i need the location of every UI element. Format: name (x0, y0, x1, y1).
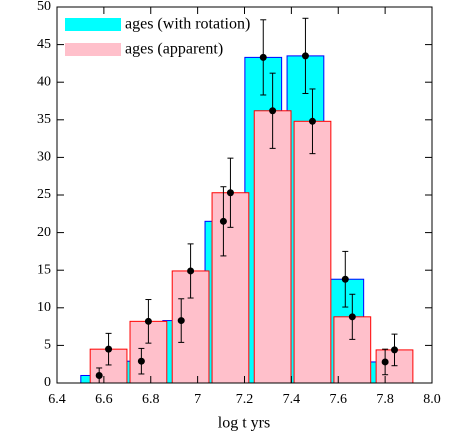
legend-label: ages (apparent) (125, 41, 223, 58)
bar (253, 110, 292, 384)
y-tick-label: 0 (44, 375, 51, 390)
legend-swatch (65, 43, 121, 56)
x-tick-label: 8.0 (423, 392, 441, 407)
y-tick-label: 50 (37, 0, 51, 14)
data-point (226, 189, 234, 197)
x-tick-label: 7.2 (236, 392, 254, 407)
data-point (144, 317, 152, 325)
y-tick-label: 35 (37, 112, 51, 127)
y-tick-label: 15 (37, 262, 51, 277)
x-tick-label: 7.4 (283, 392, 301, 407)
data-point (269, 107, 277, 115)
y-tick-label: 10 (37, 300, 51, 315)
legend-label: ages (with rotation) (125, 16, 250, 33)
x-tick-label: 7.6 (330, 392, 348, 407)
y-tick-label: 20 (37, 225, 51, 240)
data-point (187, 267, 195, 275)
y-tick-label: 40 (37, 74, 51, 89)
x-axis-label: log t yrs (218, 415, 270, 432)
legend-swatch (65, 18, 121, 31)
data-point (308, 117, 316, 125)
x-tick-label: 6.6 (95, 392, 113, 407)
data-point (219, 217, 227, 225)
data-point (137, 357, 145, 365)
x-tick-label: 7 (194, 392, 201, 407)
data-point (341, 275, 349, 283)
x-tick-label: 7.8 (376, 392, 394, 407)
data-point (391, 346, 398, 354)
y-tick-label: 30 (37, 150, 51, 165)
data-point (177, 317, 185, 325)
bar (293, 120, 332, 384)
x-tick-label: 6.4 (48, 392, 66, 407)
data-point (259, 53, 267, 61)
y-tick-label: 5 (44, 338, 51, 353)
x-tick-label: 6.8 (142, 392, 160, 407)
y-tick-label: 45 (37, 37, 51, 52)
y-tick-label: 25 (37, 187, 51, 202)
data-point (105, 345, 113, 353)
data-point (348, 313, 356, 321)
data-point (95, 371, 103, 379)
data-point (381, 358, 389, 366)
data-point (301, 52, 309, 60)
